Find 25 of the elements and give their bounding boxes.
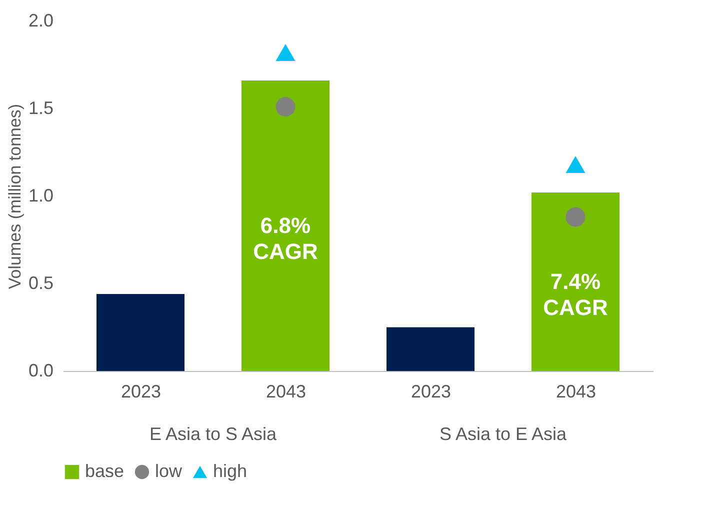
x-tick-label: 2043 xyxy=(266,382,306,402)
bar xyxy=(532,192,620,371)
point xyxy=(276,97,296,116)
y-tick-label: 2.0 xyxy=(28,10,54,30)
x-tick-label: 2023 xyxy=(410,382,452,402)
annotation: 7.4% CAGR xyxy=(543,268,608,320)
point xyxy=(566,156,586,173)
legend-label: high xyxy=(213,461,248,481)
y-tick-label: 1.5 xyxy=(28,98,54,118)
bar xyxy=(242,80,330,371)
text: S Asia to E Asia xyxy=(439,424,568,444)
point xyxy=(276,44,296,61)
legend-label: base xyxy=(85,461,124,481)
y-axis-title: Volumes (million tonnes) xyxy=(5,104,24,290)
y-tick-label: 1.0 xyxy=(28,186,54,206)
x-tick-label: 2043 xyxy=(556,382,596,402)
y-tick-label: 0.5 xyxy=(28,273,54,293)
text: E Asia to S Asia xyxy=(149,424,278,444)
annotation: 6.8% CAGR xyxy=(253,212,318,264)
point xyxy=(566,207,586,227)
bar xyxy=(386,327,474,371)
bar xyxy=(96,294,184,371)
legend-label: low xyxy=(155,461,184,481)
y-tick-label: 0.0 xyxy=(28,360,54,380)
x-tick-label: 2023 xyxy=(120,382,162,402)
